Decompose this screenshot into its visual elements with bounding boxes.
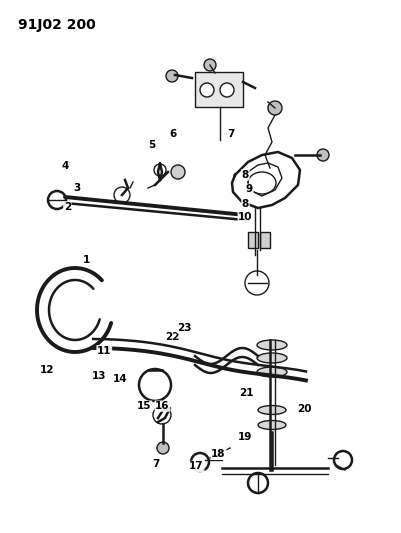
FancyBboxPatch shape	[248, 232, 258, 248]
Text: 13: 13	[92, 371, 107, 381]
Text: 19: 19	[238, 432, 253, 442]
FancyBboxPatch shape	[195, 72, 243, 107]
Text: 22: 22	[165, 332, 180, 342]
Text: 6: 6	[170, 130, 177, 139]
Text: 15: 15	[137, 401, 152, 411]
Text: 9: 9	[246, 184, 253, 194]
Text: 2: 2	[64, 202, 71, 212]
Text: 8: 8	[242, 170, 249, 180]
Text: 11: 11	[97, 346, 111, 356]
Text: 7: 7	[153, 459, 160, 469]
Circle shape	[268, 101, 282, 115]
Circle shape	[171, 165, 185, 179]
Text: 1: 1	[83, 255, 90, 265]
Circle shape	[220, 83, 234, 97]
Circle shape	[200, 83, 214, 97]
Text: 18: 18	[211, 449, 226, 459]
Text: 4: 4	[61, 161, 69, 171]
FancyBboxPatch shape	[260, 232, 270, 248]
Circle shape	[204, 59, 216, 71]
Text: 5: 5	[148, 140, 155, 150]
Text: 21: 21	[239, 389, 254, 398]
Text: 16: 16	[155, 401, 170, 411]
Text: 14: 14	[113, 375, 128, 384]
Circle shape	[157, 442, 169, 454]
Text: 7: 7	[227, 130, 234, 139]
Circle shape	[317, 149, 329, 161]
Text: 17: 17	[189, 462, 204, 471]
Text: 3: 3	[74, 183, 81, 192]
Ellipse shape	[258, 421, 286, 430]
Text: 8: 8	[242, 199, 249, 209]
Ellipse shape	[257, 340, 287, 350]
Ellipse shape	[258, 406, 286, 415]
Text: 10: 10	[238, 213, 253, 222]
Text: 20: 20	[298, 405, 312, 414]
Ellipse shape	[257, 367, 287, 377]
Circle shape	[166, 70, 178, 82]
Text: 23: 23	[177, 323, 192, 333]
Ellipse shape	[257, 353, 287, 363]
Text: 91J02 200: 91J02 200	[18, 18, 96, 32]
Text: 12: 12	[40, 366, 55, 375]
